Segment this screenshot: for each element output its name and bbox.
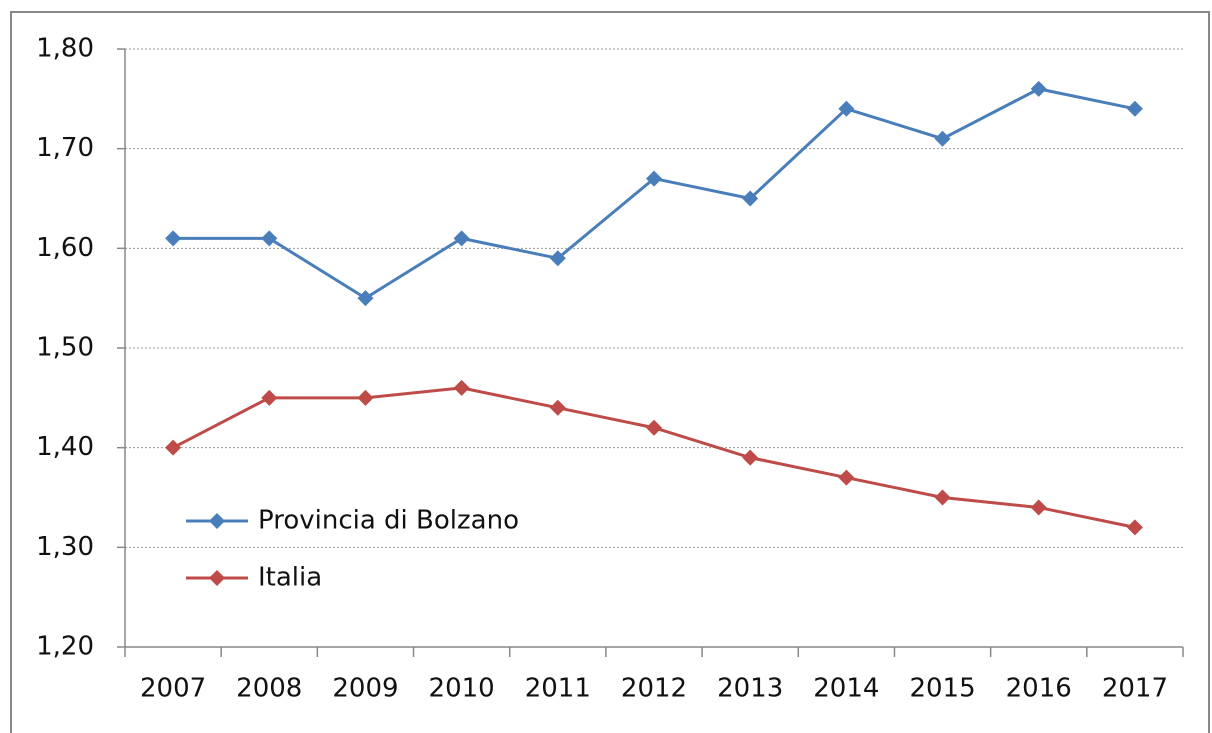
x-tick-label: 2013 [717, 674, 783, 704]
x-tick-label: 2015 [909, 674, 975, 704]
x-tick-label: 2008 [236, 674, 302, 704]
marker [261, 230, 278, 247]
y-tick-label: 1,50 [36, 333, 94, 363]
marker [934, 130, 951, 147]
legend-marker [209, 570, 225, 586]
marker [646, 419, 662, 436]
y-tick-label: 1,30 [36, 532, 94, 562]
marker [1126, 519, 1143, 536]
marker [453, 230, 470, 247]
marker [934, 489, 951, 506]
x-tick-label: 2016 [1006, 674, 1072, 704]
y-tick-label: 1,80 [36, 34, 94, 64]
marker [742, 190, 759, 207]
legend-marker [209, 513, 225, 529]
marker [453, 379, 470, 396]
marker [1030, 499, 1047, 516]
marker [549, 250, 566, 267]
marker [742, 449, 759, 466]
marker [646, 170, 662, 187]
y-tick-label: 1,40 [36, 432, 94, 462]
marker [357, 389, 374, 406]
marker [261, 389, 278, 406]
marker [838, 469, 855, 486]
marker [549, 399, 566, 416]
x-tick-label: 2009 [332, 674, 398, 704]
marker [1030, 80, 1047, 97]
x-tick-label: 2017 [1102, 674, 1168, 704]
legend-label: Italia [258, 563, 322, 593]
y-tick-label: 1,70 [36, 133, 94, 163]
x-tick-label: 2012 [621, 674, 687, 704]
x-tick-label: 2011 [525, 674, 591, 704]
marker [165, 439, 182, 456]
marker [1126, 100, 1143, 117]
x-tick-label: 2010 [429, 674, 495, 704]
marker [838, 100, 855, 117]
marker [357, 290, 374, 307]
x-tick-label: 2007 [140, 674, 206, 704]
chart-frame [10, 11, 1210, 733]
y-tick-label: 1,60 [36, 233, 94, 263]
series-line [173, 87, 1136, 300]
marker [165, 230, 182, 247]
x-tick-label: 2014 [813, 674, 879, 704]
legend-label: Provincia di Bolzano [258, 506, 519, 536]
y-tick-label: 1,20 [36, 632, 94, 662]
